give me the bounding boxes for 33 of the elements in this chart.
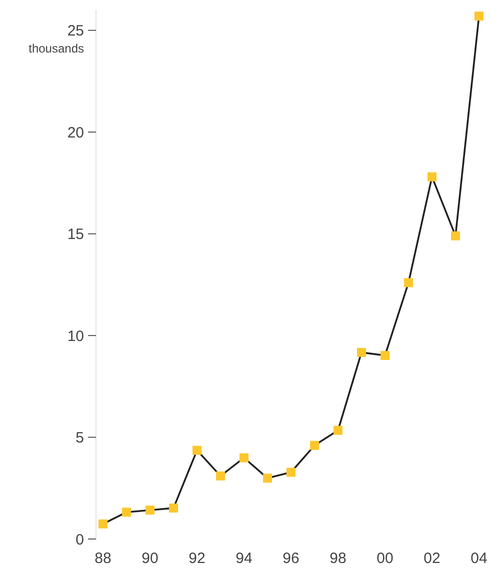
point xyxy=(216,471,225,480)
y-axis-title: thousands xyxy=(28,41,84,56)
point xyxy=(451,231,460,240)
point xyxy=(474,12,484,21)
y-tick-label: 10 xyxy=(67,328,84,345)
x-tick-label: 02 xyxy=(424,550,440,567)
point xyxy=(146,506,154,515)
point xyxy=(334,426,342,435)
x-tick-label: 88 xyxy=(94,550,112,567)
point xyxy=(286,468,296,477)
point xyxy=(428,172,436,182)
point xyxy=(169,504,178,513)
x-tick-label: 92 xyxy=(188,550,206,567)
x-tick-label: 04 xyxy=(470,550,488,567)
point xyxy=(357,348,366,357)
point xyxy=(380,350,390,360)
point xyxy=(404,278,413,288)
point xyxy=(192,446,202,455)
x-tick-label: 98 xyxy=(330,550,346,567)
point xyxy=(98,519,108,528)
point xyxy=(240,453,248,462)
y-tick-label: 20 xyxy=(67,124,84,142)
point xyxy=(122,508,131,517)
point xyxy=(310,440,319,450)
y-tick-label: 15 xyxy=(67,226,84,244)
point xyxy=(263,474,272,483)
y-tick-label: 25 xyxy=(67,22,84,40)
x-tick-label: 96 xyxy=(282,550,300,567)
y-tick-label: 5 xyxy=(76,430,84,447)
y-tick-label: 0 xyxy=(76,531,84,548)
x-tick-label: 00 xyxy=(376,550,394,567)
x-tick-label: 90 xyxy=(142,550,158,567)
x-tick-label: 94 xyxy=(236,550,252,567)
